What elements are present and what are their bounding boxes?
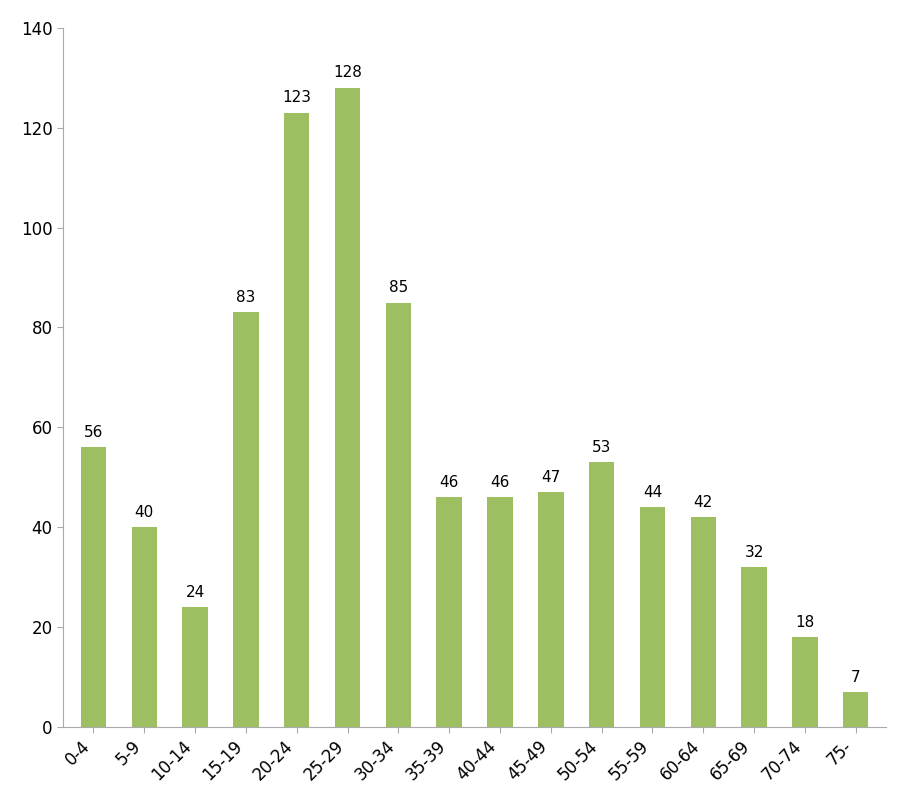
Text: 83: 83 [236, 290, 256, 305]
Bar [436, 497, 462, 727]
Text: 32: 32 [745, 545, 764, 559]
Bar [284, 113, 309, 727]
Text: 128: 128 [333, 65, 362, 80]
Text: 56: 56 [83, 425, 103, 440]
Bar [741, 568, 766, 727]
Bar [690, 518, 716, 727]
Bar [233, 312, 258, 727]
Text: 46: 46 [440, 475, 459, 489]
Text: 42: 42 [694, 495, 713, 510]
Bar [843, 692, 868, 727]
Bar [132, 527, 157, 727]
Text: 7: 7 [851, 670, 861, 684]
Bar [385, 303, 411, 727]
Text: 47: 47 [541, 470, 561, 485]
Bar [589, 462, 614, 727]
Text: 46: 46 [491, 475, 510, 489]
Bar [792, 637, 817, 727]
Bar [487, 497, 512, 727]
Bar [639, 507, 665, 727]
Text: 85: 85 [389, 280, 408, 295]
Text: 40: 40 [134, 505, 154, 520]
Text: 53: 53 [592, 440, 611, 455]
Text: 44: 44 [643, 485, 662, 500]
Text: 123: 123 [282, 90, 311, 105]
Text: 18: 18 [795, 614, 814, 630]
Text: 24: 24 [186, 584, 205, 600]
Bar [335, 88, 360, 727]
Bar [538, 493, 563, 727]
Bar [81, 448, 106, 727]
Bar [182, 607, 208, 727]
